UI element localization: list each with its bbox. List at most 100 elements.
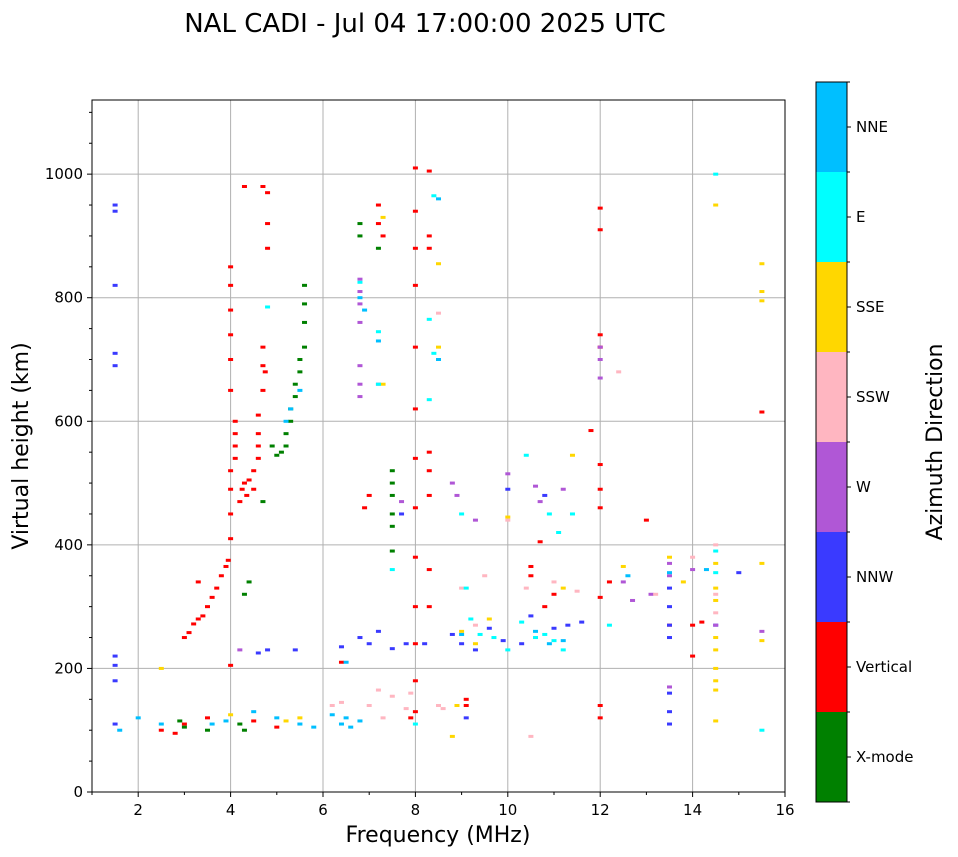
data-point [620, 580, 626, 584]
data-point [412, 642, 418, 646]
data-point [713, 648, 719, 652]
data-point [713, 636, 719, 640]
data-point [357, 222, 363, 226]
data-point [241, 185, 247, 188]
data-point [412, 345, 418, 349]
data-point [463, 704, 469, 707]
data-point [112, 679, 118, 683]
data-point [713, 666, 719, 670]
data-point [112, 283, 118, 287]
data-point [239, 487, 245, 491]
data-point [759, 299, 765, 303]
data-point [528, 564, 534, 568]
data-point [255, 444, 261, 448]
data-point [542, 632, 548, 636]
data-point [288, 419, 294, 423]
data-point [246, 478, 252, 482]
data-point [343, 660, 349, 664]
data-point [551, 639, 557, 643]
data-point [468, 617, 474, 621]
data-point [560, 639, 566, 643]
data-point [759, 262, 765, 266]
data-point [648, 592, 654, 596]
data-point [579, 620, 585, 624]
data-point [667, 605, 672, 609]
data-point [597, 376, 603, 380]
series-e [265, 172, 765, 732]
data-point [667, 636, 672, 640]
data-point [463, 586, 469, 590]
series-x-mode [177, 222, 395, 732]
data-point [375, 688, 381, 692]
colorbar-segment [816, 712, 847, 802]
colorbar-tick-label: W [856, 478, 871, 496]
data-point [703, 568, 709, 572]
data-point [357, 296, 363, 300]
data-point [412, 246, 418, 250]
data-point [426, 169, 432, 173]
data-point [616, 370, 622, 374]
data-point [426, 450, 432, 454]
data-point [366, 704, 372, 707]
data-point [426, 317, 432, 321]
data-point [472, 623, 478, 627]
data-point [343, 716, 349, 720]
data-point [380, 382, 386, 386]
data-point [357, 290, 363, 294]
data-point [357, 277, 363, 281]
data-point [505, 515, 511, 519]
data-point [228, 487, 234, 491]
data-point [389, 512, 395, 516]
data-point [713, 543, 719, 547]
data-point [412, 710, 418, 714]
data-point [297, 388, 303, 392]
data-point [667, 555, 672, 559]
colorbar-tick-label: SSE [856, 298, 885, 316]
x-axis-ticks: 2 4 6 8 10 12 14 16 [91, 792, 795, 819]
data-point [412, 456, 418, 460]
data-point [389, 524, 395, 528]
data-point [241, 481, 247, 485]
data-point [426, 568, 432, 572]
data-point [597, 704, 603, 707]
data-point [283, 719, 289, 723]
data-point [690, 555, 696, 559]
x-tick-label: 8 [411, 801, 421, 819]
data-point [302, 345, 308, 349]
data-point [181, 725, 187, 729]
data-point [759, 728, 765, 732]
data-point [625, 574, 631, 578]
data-point [680, 580, 686, 584]
data-point [523, 586, 529, 590]
data-point [454, 704, 460, 707]
data-point [265, 191, 271, 195]
data-point [292, 395, 298, 399]
data-point [135, 716, 141, 720]
data-point [426, 246, 432, 250]
data-point [112, 209, 118, 213]
data-point [228, 333, 234, 337]
data-point [667, 586, 672, 590]
data-point [260, 500, 266, 504]
data-point [389, 647, 395, 651]
data-point [713, 203, 719, 207]
data-point [551, 592, 557, 596]
data-point [606, 580, 612, 584]
data-point [620, 564, 626, 568]
data-point [463, 697, 469, 701]
series-ssw [329, 311, 719, 738]
data-point [713, 592, 719, 596]
y-tick-label: 800 [54, 289, 83, 307]
data-point [375, 222, 381, 226]
data-point [389, 481, 395, 485]
data-point [412, 166, 418, 170]
colorbar-tick-label: NNE [856, 118, 888, 136]
data-point [523, 453, 529, 457]
data-point [472, 648, 478, 652]
data-point [436, 262, 441, 266]
x-axis-label: Frequency (MHz) [346, 823, 531, 848]
data-point [736, 571, 742, 575]
data-point [606, 623, 612, 627]
grid-lines [92, 100, 785, 792]
